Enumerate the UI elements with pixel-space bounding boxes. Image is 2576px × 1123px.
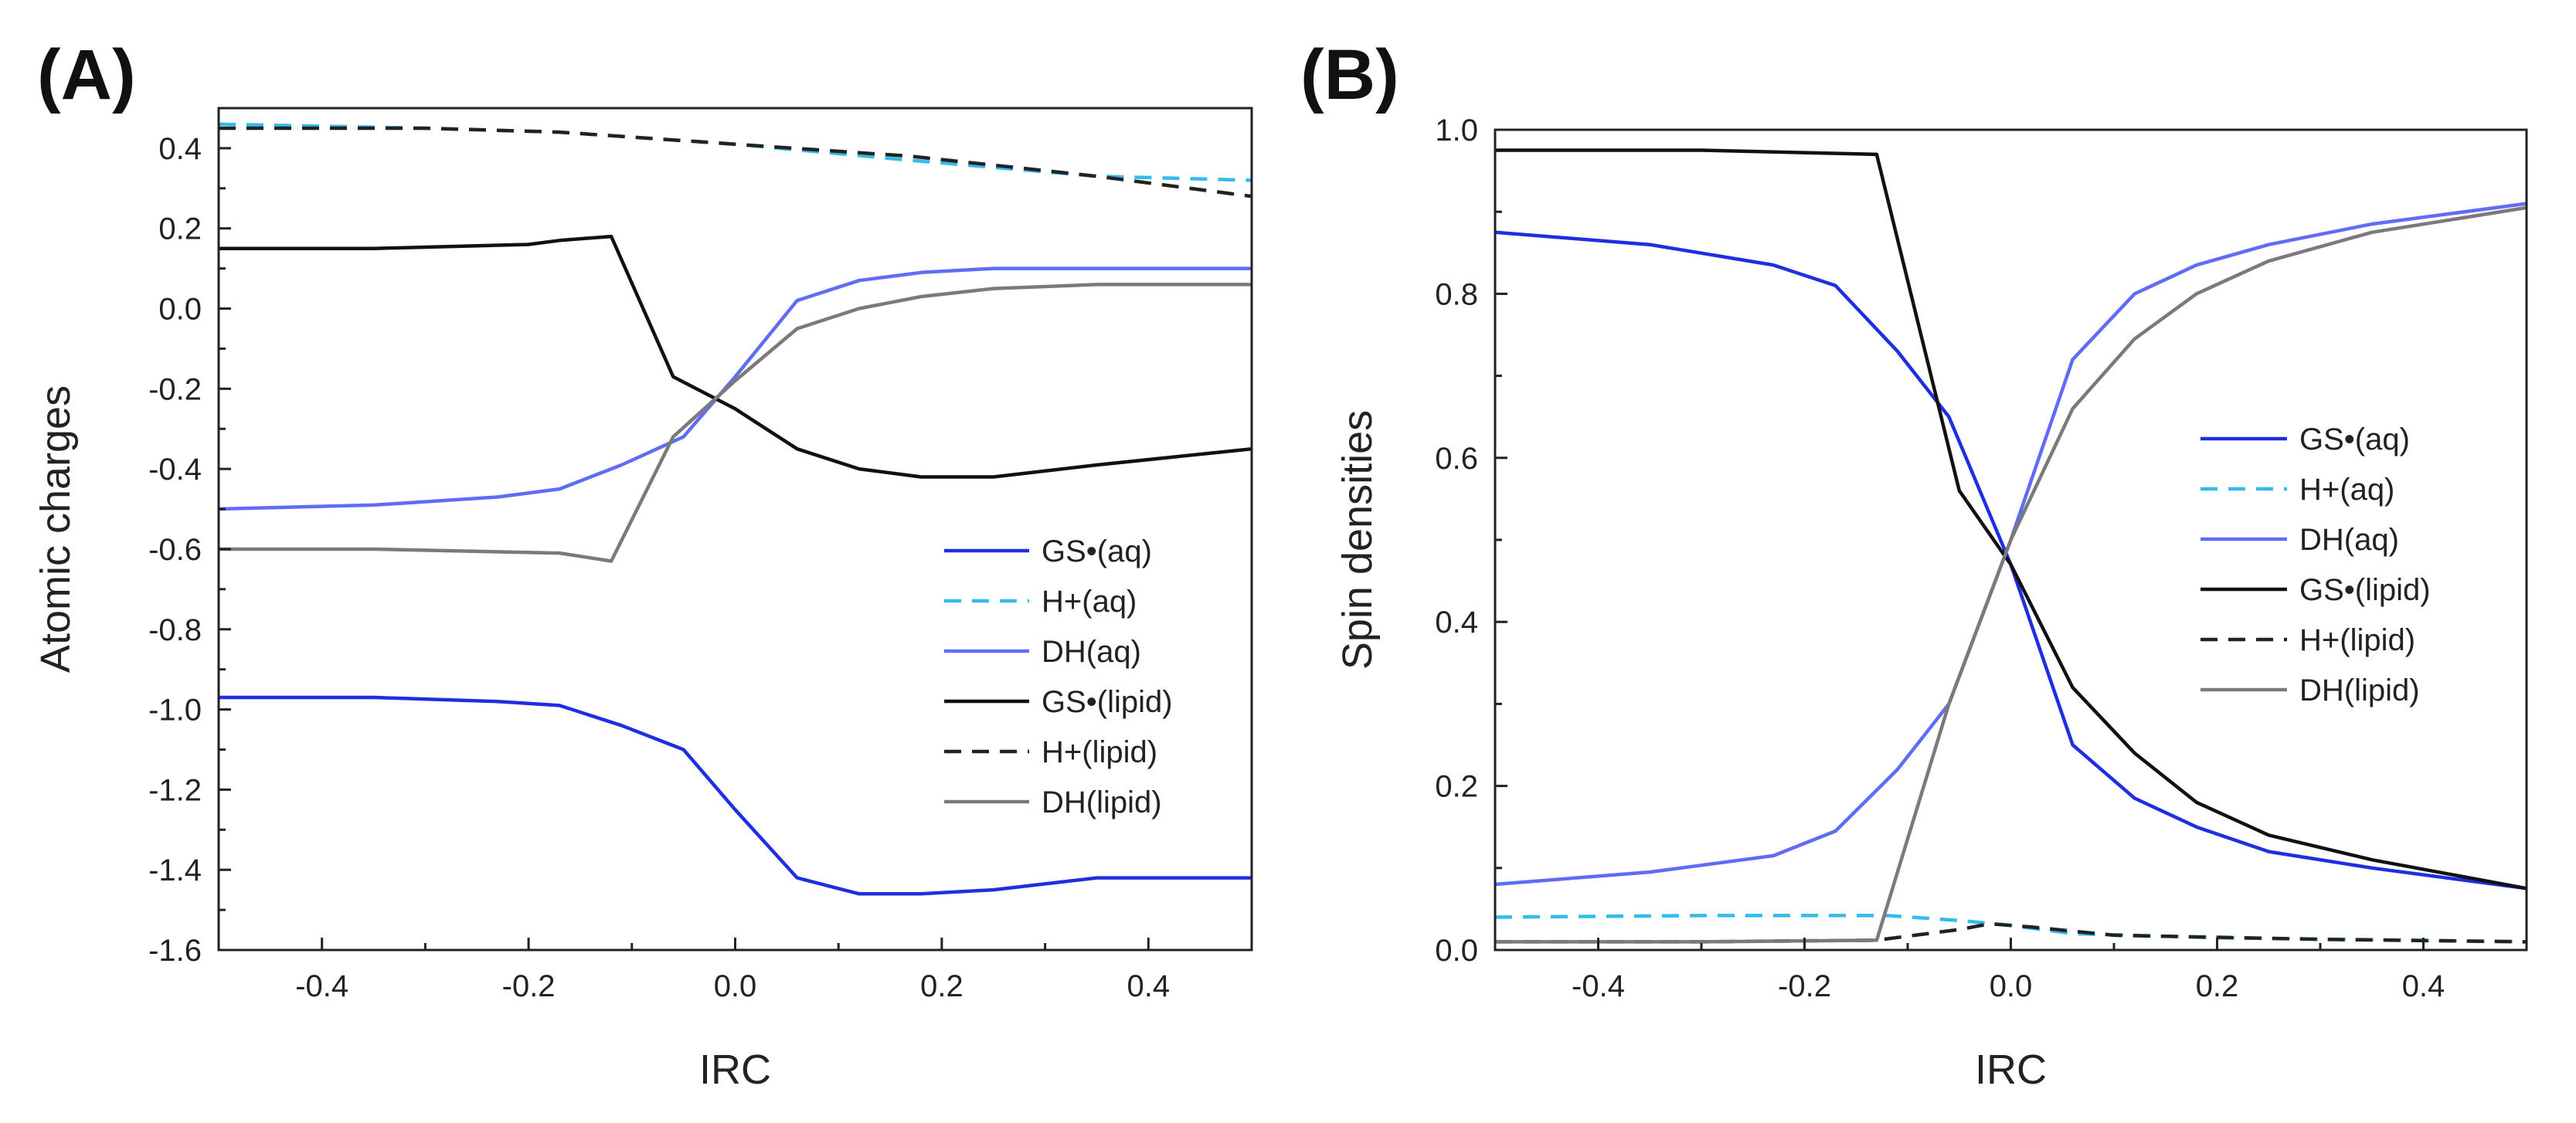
chart-b-legend-label-5: DH(lipid) xyxy=(2299,673,2420,707)
chart-a-y-axis-title: Atomic charges xyxy=(32,385,79,673)
chart-a-x-tick-label: -0.2 xyxy=(502,969,556,1003)
chart-b-y-tick-label: 0.2 xyxy=(1435,770,1478,804)
chart-a-y-tick-label: -1.0 xyxy=(148,694,202,728)
chart-a-series-line-3 xyxy=(219,234,1252,479)
chart-a-y-tick-label: -1.2 xyxy=(148,773,202,807)
chart-b-y-tick-label: 1.0 xyxy=(1435,114,1478,148)
chart-a-y-tick-label: -0.6 xyxy=(148,533,202,567)
chart-b-x-tick-label: 0.2 xyxy=(2196,969,2239,1003)
chart-a-x-tick-label: 0.0 xyxy=(714,969,757,1003)
chart-a-series-line-2 xyxy=(219,266,1252,511)
chart-b-x-tick-label: 0.0 xyxy=(1990,969,2033,1003)
chart-a-y-tick-label: -0.8 xyxy=(148,613,202,647)
chart-b-y-tick-label: 0.8 xyxy=(1435,277,1478,311)
chart-a-x-axis-title: IRC xyxy=(699,1047,771,1093)
chart-b-y-axis-title: Spin densities xyxy=(1334,410,1381,670)
chart-a-y-tick-label: -0.2 xyxy=(148,372,202,406)
chart-b-legend: GS•(aq) H+(aq) DH(aq) GS•(lipid) H+(lipid) DH… xyxy=(2200,422,2431,707)
chart-a-y-tick-label: 0.0 xyxy=(158,293,202,327)
chart-a-legend-label-5: DH(lipid) xyxy=(1042,785,1162,819)
chart-a-legend-label-1: H+(aq) xyxy=(1042,585,1137,619)
chart-b-legend-label-4: H+(lipid) xyxy=(2299,623,2415,657)
chart-panel-b: (B) -0.4 -0.2 0.0 0.2 0.4 0.0 0.2 0.4 0.6 0.8 1.0 IR… xyxy=(1300,36,2528,1093)
chart-a-series-line-0 xyxy=(219,695,1252,896)
chart-a-y-tick-label: -0.4 xyxy=(148,453,202,487)
chart-b-series-group xyxy=(1495,148,2527,944)
chart-b-y-tick-label: 0.0 xyxy=(1435,934,1478,968)
chart-a-series-line-5 xyxy=(219,283,1252,563)
chart-b-x-tick-label: -0.2 xyxy=(1778,969,1831,1003)
chart-b-legend-label-0: GS•(aq) xyxy=(2299,422,2410,456)
chart-a-x-tick-label: 0.4 xyxy=(1127,969,1170,1003)
chart-b-x-tick-label: 0.4 xyxy=(2402,969,2445,1003)
chart-a-legend: GS•(aq) H+(aq) DH(aq) GS•(lipid) H+(lipid) DH… xyxy=(944,534,1173,819)
chart-b-series-line-5 xyxy=(1495,205,2527,944)
chart-b-series-line-0 xyxy=(1495,230,2527,891)
chart-b-legend-label-2: DH(aq) xyxy=(2299,523,2399,557)
chart-a-legend-label-3: GS•(lipid) xyxy=(1042,685,1173,719)
chart-panel-a: (A) -0.4 -0.2 0.0 0.2 0.4 -1.6 -1.4 -1.2 -1.0 -0.8… xyxy=(32,36,1253,1093)
chart-b-x-axis-title: IRC xyxy=(1975,1047,2047,1093)
chart-b-x-tick-label: -0.4 xyxy=(1572,969,1625,1003)
chart-a-legend-label-0: GS•(aq) xyxy=(1042,534,1152,568)
chart-b-y-tick-label: 0.6 xyxy=(1435,442,1478,476)
chart-a-series-group xyxy=(219,122,1252,896)
chart-b-series-line-3 xyxy=(1495,148,2527,891)
chart-b-legend-label-3: GS•(lipid) xyxy=(2299,573,2431,607)
chart-a-y-tick-label: -1.6 xyxy=(148,934,202,968)
chart-a-legend-label-4: H+(lipid) xyxy=(1042,735,1157,769)
chart-a-panel-letter: (A) xyxy=(37,36,136,114)
chart-a-y-tick-label: 0.4 xyxy=(158,132,202,166)
chart-a-series-line-1 xyxy=(219,122,1252,182)
chart-b-y-tick-label: 0.4 xyxy=(1435,606,1478,640)
chart-b-panel-letter: (B) xyxy=(1300,36,1399,114)
chart-a-legend-label-2: DH(aq) xyxy=(1042,635,1141,669)
chart-a-x-tick-label: 0.2 xyxy=(920,969,963,1003)
chart-a-series-line-4 xyxy=(219,126,1252,198)
chart-b-legend-label-1: H+(aq) xyxy=(2299,473,2394,507)
chart-a-plot-frame xyxy=(217,107,1253,952)
chart-a-y-tick-label: 0.2 xyxy=(158,212,202,246)
chart-a-x-tick-label: -0.4 xyxy=(295,969,348,1003)
chart-a-y-tick-label: -1.4 xyxy=(148,853,202,887)
